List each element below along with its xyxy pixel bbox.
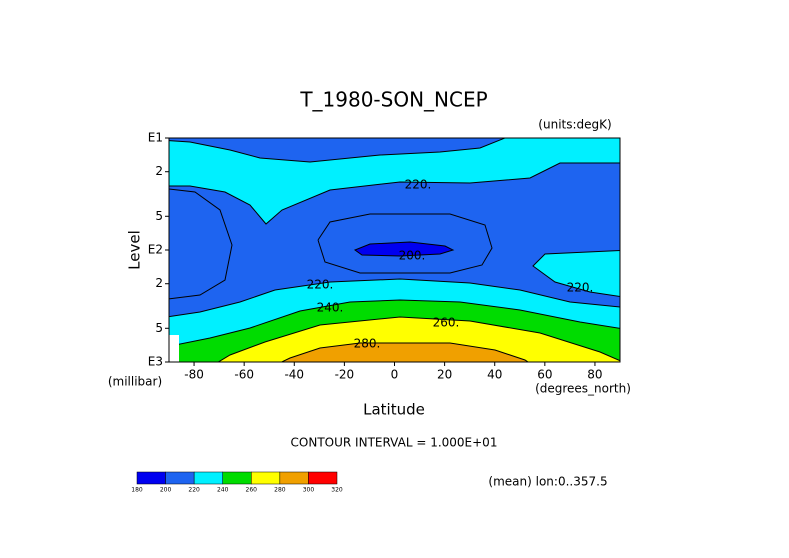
colorbar-box [165, 471, 195, 485]
contour-line [169, 188, 233, 300]
x-axis-label: Latitude [363, 401, 425, 419]
colorbar-box [222, 471, 252, 485]
x-tick-label: 40 [487, 368, 502, 382]
note: (mean) lon:0..357.5 [488, 475, 607, 489]
chart-title: T_1980-SON_NCEP [299, 88, 487, 112]
contour-line [317, 213, 493, 274]
y-tick-label: 5 [155, 321, 163, 335]
x-tick-label: -80 [184, 368, 204, 382]
colorbar-label: 200 [160, 487, 172, 494]
y-tick-label: E3 [148, 355, 163, 369]
contour-region [280, 342, 529, 362]
y-axis-label: Level [126, 230, 144, 270]
y-unit: (millibar) [108, 375, 162, 389]
x-tick-label: 60 [537, 368, 552, 382]
colorbar-box [308, 471, 338, 485]
x-tick-label: -40 [284, 368, 304, 382]
colorbar-label: 240 [217, 487, 229, 494]
contours [169, 138, 620, 362]
y-tick-label: 2 [155, 164, 163, 178]
contour-label: 260. [433, 316, 460, 330]
y-tick-label: 5 [155, 209, 163, 223]
colorbar-box [279, 471, 309, 485]
y-tick-label: E1 [148, 131, 163, 145]
contour-label: 220. [567, 281, 594, 295]
colorbar-box [136, 471, 166, 485]
colorbar-box [193, 471, 223, 485]
x-tick-label: 20 [437, 368, 452, 382]
colorbar-label: 180 [131, 487, 143, 494]
missing-region [169, 335, 179, 362]
x-tick-label: 0 [391, 368, 399, 382]
x-unit: (degrees_north) [535, 382, 631, 396]
colorbar-label: 280 [274, 487, 286, 494]
contour-label: 220. [405, 178, 432, 192]
colorbar-label: 220 [188, 487, 200, 494]
y-tick-label: E2 [148, 243, 163, 257]
contour-region [532, 249, 620, 298]
plot-area [168, 137, 621, 363]
units: (units:degK) [538, 118, 611, 132]
colorbar-label: 300 [303, 487, 315, 494]
x-tick-label: 80 [587, 368, 602, 382]
x-tick-label: -20 [335, 368, 355, 382]
contour-label: 200. [399, 249, 426, 263]
x-tick-label: -60 [234, 368, 254, 382]
colorbar-box [251, 471, 281, 485]
colorbar-label: 320 [331, 487, 343, 494]
contour-label: 220. [307, 278, 334, 292]
contour-region [353, 241, 455, 257]
colorbar-label: 260 [246, 487, 258, 494]
contour-label: 280. [354, 337, 381, 351]
contour-label: 240. [317, 301, 344, 315]
contour-interval: CONTOUR INTERVAL = 1.000E+01 [291, 436, 498, 450]
y-tick-label: 2 [155, 276, 163, 290]
contour-region [169, 138, 506, 163]
